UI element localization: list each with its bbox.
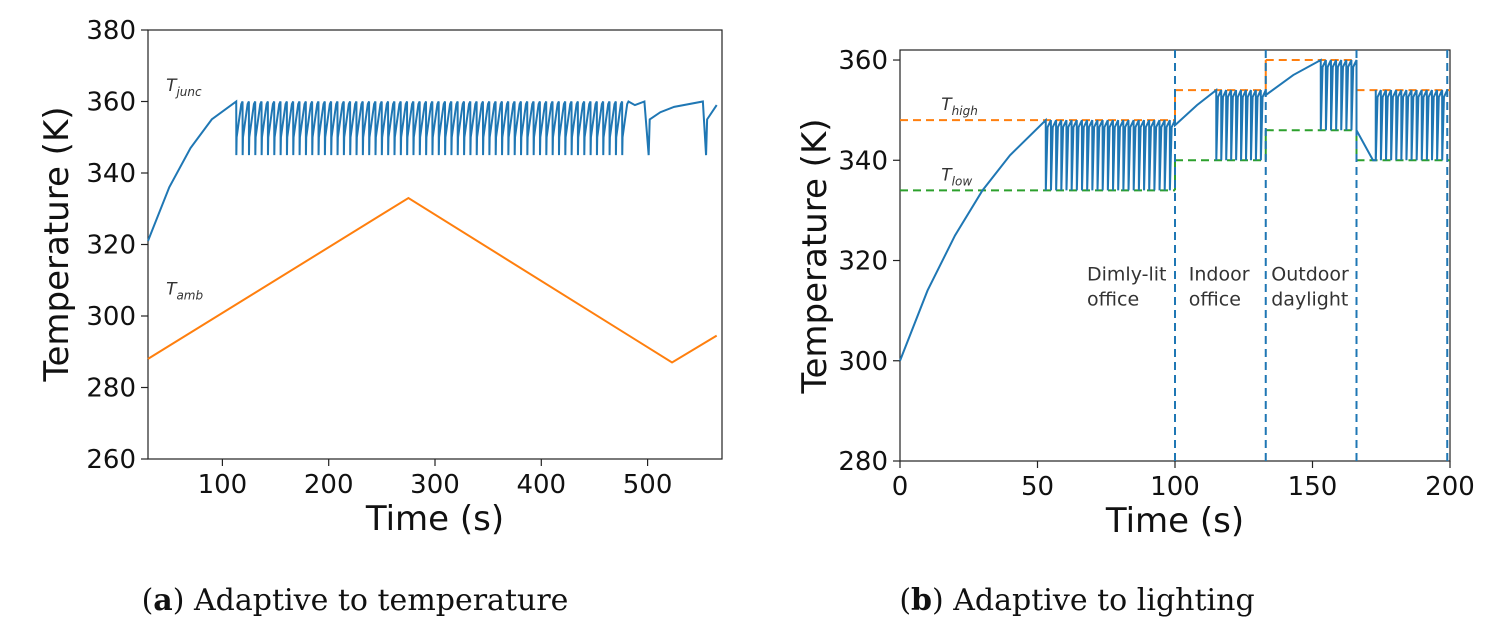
chart-a-y-tick-label: 280 <box>86 374 136 404</box>
chart-b-region-label: office <box>1087 289 1139 311</box>
chart-b-y-axis-title: Temperature (K) <box>795 118 835 394</box>
chart-a-y-tick-label: 260 <box>86 445 136 475</box>
chart-b-y-tick-label: 340 <box>838 146 888 176</box>
chart-a-y-tick-label: 380 <box>86 16 136 46</box>
chart-a-x-tick-label: 100 <box>198 470 248 500</box>
chart-a-x-tick-label: 400 <box>516 470 566 500</box>
chart-a-x-tick-label: 500 <box>623 470 673 500</box>
chart-b-boundaries <box>1174 50 1449 461</box>
chart-b-series <box>899 58 1449 362</box>
chart-b-x-tick-label: 0 <box>892 472 909 502</box>
chart-a-annotation: Tjunc <box>166 76 202 99</box>
chart-a: 260 280 300 320 340 360 380 100 200 300 400 500 Tj… <box>37 16 723 618</box>
chart-b-y-tick-label: 320 <box>838 247 888 277</box>
chart-b-x-tick-label: 100 <box>1150 472 1200 502</box>
chart-b-x-ticks: 0 50 100 150 200 <box>892 461 1475 502</box>
chart-a-y-tick-label: 300 <box>86 302 136 332</box>
chart-b-x-tick-label: 50 <box>1021 472 1054 502</box>
chart-b-region-label: Indoor <box>1189 264 1250 286</box>
chart-a-x-ticks: 100 200 300 400 500 <box>198 459 673 500</box>
chart-b-x-tick-label: 200 <box>1425 472 1475 502</box>
chart-b-region-label: office <box>1189 289 1241 311</box>
chart-b-region-labels: Dimly-lit office Indoor office Outdoor daylig… <box>1087 264 1349 311</box>
chart-a-series <box>147 99 718 364</box>
chart-b-region-label: daylight <box>1271 289 1348 311</box>
chart-b-caption: (b) Adaptive to lighting <box>899 583 1254 618</box>
chart-a-x-tick-label: 200 <box>304 470 354 500</box>
chart-b-annotation: Thigh <box>941 95 978 118</box>
chart-b-series-junction <box>899 58 1449 362</box>
chart-b: 280 300 320 340 360 0 50 100 150 200 Thigh Tlow D… <box>795 46 1475 618</box>
chart-a-y-tick-label: 360 <box>86 88 136 118</box>
chart-a-y-tick-label: 340 <box>86 159 136 189</box>
chart-a-plot-frame <box>147 29 723 460</box>
chart-b-x-axis-title: Time (s) <box>1105 501 1244 541</box>
chart-a-annotations: Tjunc Tamb <box>166 76 203 303</box>
chart-b-region-label: Dimly-lit <box>1087 264 1166 286</box>
chart-a-y-axis-title: Temperature (K) <box>37 106 77 382</box>
chart-b-y-tick-label: 300 <box>838 347 888 377</box>
chart-b-y-tick-label: 360 <box>838 46 888 76</box>
chart-b-y-ticks: 280 300 320 340 360 <box>838 46 900 477</box>
chart-b-y-tick-label: 280 <box>838 447 888 477</box>
chart-a-caption: (a) Adaptive to temperature <box>142 583 569 618</box>
chart-b-x-tick-label: 150 <box>1288 472 1338 502</box>
chart-a-y-ticks: 260 280 300 320 340 360 380 <box>86 16 148 475</box>
chart-a-y-tick-label: 320 <box>86 231 136 261</box>
chart-a-annotation: Tamb <box>166 280 203 303</box>
chart-a-x-axis-title: Time (s) <box>365 499 504 539</box>
chart-a-x-tick-label: 300 <box>410 470 460 500</box>
chart-b-annotations: Thigh Tlow <box>941 95 978 188</box>
chart-a-series-ambient <box>147 196 718 364</box>
chart-b-region-label: Outdoor <box>1271 264 1349 286</box>
chart-a-series-junction <box>147 99 718 242</box>
chart-b-annotation: Tlow <box>941 165 972 188</box>
